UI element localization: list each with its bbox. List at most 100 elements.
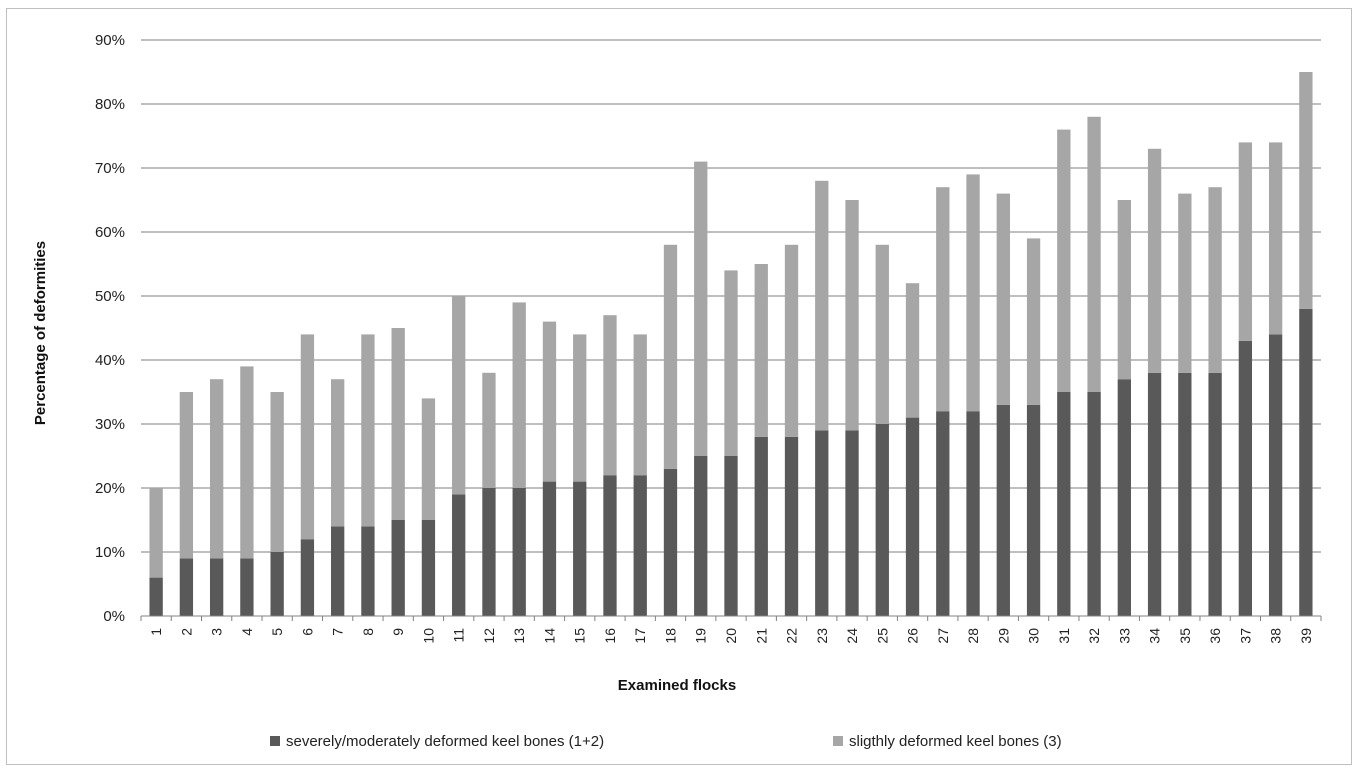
bar-slight-flock-39	[1299, 72, 1313, 309]
x-tick-label: 30	[1026, 628, 1042, 644]
bar-slight-flock-34	[1147, 148, 1162, 373]
y-tick-label: 70%	[95, 160, 125, 177]
bar-severe-flock-32	[1087, 392, 1101, 616]
bar-slight-flock-31	[1057, 129, 1071, 392]
bar-severe-flock-13	[512, 488, 526, 616]
bar-severe-flock-16	[603, 475, 617, 616]
bar-severe-flock-36	[1208, 372, 1222, 616]
bar-slight-flock-25	[875, 244, 889, 424]
bar-severe-flock-7	[331, 526, 345, 616]
bar-slight-flock-11	[452, 296, 466, 495]
x-tick-label: 29	[995, 628, 1011, 644]
bar-slight-flock-17	[633, 334, 647, 476]
bar-severe-flock-22	[784, 436, 799, 616]
x-tick-label: 22	[784, 628, 800, 644]
bar-slight-flock-16	[603, 315, 617, 476]
legend-swatch-slight	[833, 736, 843, 746]
bar-severe-flock-14	[542, 481, 557, 616]
bar-slight-flock-10	[421, 398, 436, 520]
bar-slight-flock-32	[1087, 116, 1101, 393]
bar-severe-flock-37	[1238, 340, 1253, 616]
x-tick-label: 12	[481, 628, 497, 644]
y-tick-label: 40%	[95, 352, 125, 369]
bar-slight-flock-8	[361, 334, 375, 527]
legend-label-slight: sligthly deformed keel bones (3)	[849, 733, 1062, 750]
bar-slight-flock-33	[1117, 200, 1131, 380]
bar-slight-flock-18	[663, 244, 678, 469]
x-tick-label: 2	[178, 628, 194, 636]
bar-slight-flock-13	[512, 302, 526, 488]
x-tick-label: 5	[269, 628, 285, 636]
bar-slight-flock-7	[331, 379, 345, 527]
bar-severe-flock-6	[300, 539, 315, 616]
x-tick-label: 4	[239, 628, 255, 636]
bar-severe-flock-27	[936, 411, 950, 616]
bar-slight-flock-30	[1026, 238, 1041, 405]
x-tick-label: 10	[420, 628, 436, 644]
x-axis-title: Examined flocks	[618, 677, 736, 694]
bar-slight-flock-36	[1208, 187, 1222, 373]
bar-severe-flock-10	[421, 520, 436, 616]
bar-severe-flock-34	[1147, 372, 1162, 616]
bar-slight-flock-22	[784, 244, 799, 437]
bar-severe-flock-9	[391, 520, 405, 616]
x-tick-label: 24	[844, 628, 860, 644]
bar-severe-flock-4	[240, 558, 254, 616]
y-tick-label: 90%	[95, 32, 125, 49]
x-tick-label: 16	[602, 628, 618, 644]
x-tick-label: 26	[905, 628, 921, 644]
x-tick-label: 17	[632, 628, 648, 644]
x-tick-label: 35	[1177, 628, 1193, 644]
x-tick-label: 7	[330, 628, 346, 636]
y-axis-ticks: 0% 10% 20% 30% 40% 50% 60% 70% 80% 90%	[95, 32, 125, 625]
y-tick-label: 30%	[95, 416, 125, 433]
x-tick-label: 32	[1086, 628, 1102, 644]
y-tick-label: 80%	[95, 96, 125, 113]
x-tick-label: 34	[1147, 628, 1163, 644]
y-tick-label: 20%	[95, 480, 125, 497]
bar-severe-flock-1	[149, 577, 163, 616]
x-tick-label: 11	[451, 628, 467, 643]
x-tick-label: 25	[874, 628, 890, 644]
bar-slight-flock-28	[966, 174, 980, 412]
bar-slight-flock-24	[845, 200, 859, 431]
bar-slight-flock-29	[996, 193, 1010, 405]
y-axis-title: Percentage of deformities	[32, 241, 49, 425]
x-tick-label: 3	[209, 628, 225, 636]
bar-severe-flock-3	[209, 558, 224, 616]
x-tick-label: 21	[753, 628, 769, 644]
bar-slight-flock-27	[936, 187, 950, 412]
bar-severe-flock-35	[1178, 372, 1192, 616]
x-tick-label: 23	[814, 628, 830, 644]
x-axis-ticks: 1 2 3 4 5 6 7 8 9 10 11 12 13 14 15 16 17 18 19 20 21 22 23 24 2…	[140, 616, 1322, 644]
bar-slight-flock-6	[300, 334, 315, 540]
bar-slight-flock-4	[240, 366, 254, 559]
x-tick-label: 9	[390, 628, 406, 636]
x-tick-label: 28	[965, 628, 981, 644]
x-tick-label: 38	[1268, 628, 1284, 644]
x-tick-label: 15	[572, 628, 588, 644]
bar-severe-flock-8	[361, 526, 375, 616]
bar-severe-flock-20	[724, 456, 738, 616]
x-tick-label: 18	[662, 628, 678, 644]
bar-slight-flock-23	[815, 180, 829, 431]
x-tick-label: 39	[1298, 628, 1314, 644]
x-tick-label: 27	[935, 628, 951, 644]
x-tick-label: 1	[148, 628, 164, 636]
legend-swatch-severe	[270, 736, 280, 746]
bar-slight-flock-12	[482, 372, 496, 488]
y-tick-label: 50%	[95, 288, 125, 305]
bar-severe-flock-31	[1057, 392, 1071, 616]
bar-slight-flock-37	[1238, 142, 1253, 341]
legend: severely/moderately deformed keel bones …	[270, 733, 1062, 750]
bar-slight-flock-20	[724, 270, 738, 456]
bar-severe-flock-38	[1268, 334, 1283, 616]
bar-severe-flock-26	[905, 417, 920, 616]
bar-slight-flock-19	[694, 161, 708, 456]
bar-slight-flock-1	[149, 488, 163, 578]
bar-severe-flock-28	[966, 411, 980, 616]
bar-severe-flock-33	[1117, 379, 1131, 616]
bar-slight-flock-9	[391, 328, 405, 520]
bar-severe-flock-17	[633, 475, 647, 616]
